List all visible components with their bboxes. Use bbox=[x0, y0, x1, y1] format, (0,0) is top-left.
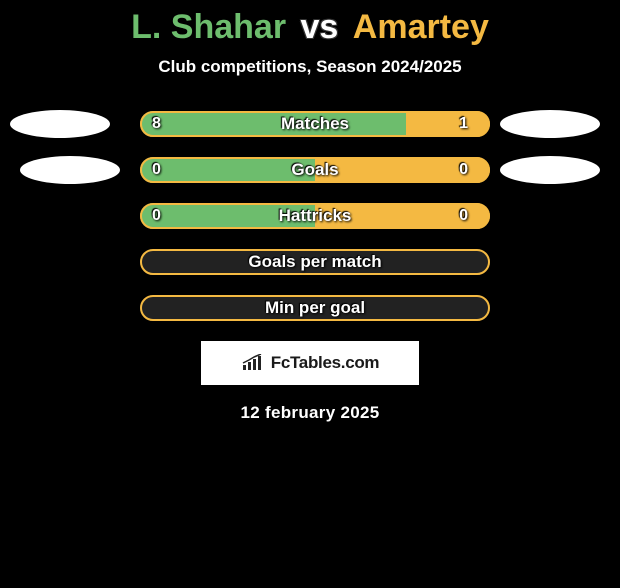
vs-text: vs bbox=[301, 8, 339, 47]
stat-row-hattricks: Hattricks0 0 bbox=[0, 203, 620, 229]
stat-row-goals: Goals0 0 bbox=[0, 157, 620, 183]
stat-label: Goals per match bbox=[140, 249, 490, 275]
stat-row-min-per-goal: Min per goal bbox=[0, 295, 620, 321]
stat-rows: Matches81Goals00Hattricks00Goals per mat… bbox=[0, 111, 620, 321]
stat-row-matches: Matches8 1 bbox=[0, 111, 620, 137]
stat-label: Goals bbox=[140, 157, 490, 183]
fctables-logo: FcTables.com bbox=[201, 341, 419, 385]
stat-label: Matches bbox=[140, 111, 490, 137]
stat-value-player2: 0 bbox=[459, 203, 468, 229]
player2-marker-ellipse bbox=[500, 110, 600, 138]
stat-label: Hattricks bbox=[140, 203, 490, 229]
date-label: 12 february 2025 bbox=[0, 403, 620, 423]
player1-marker-ellipse bbox=[10, 110, 110, 138]
stat-value-player2: 1 bbox=[459, 111, 468, 137]
stat-value-player2: 0 bbox=[459, 157, 468, 183]
stat-value-player1: 0 bbox=[152, 157, 161, 183]
player1-marker-ellipse bbox=[20, 156, 120, 184]
logo-text: FcTables.com bbox=[271, 353, 380, 373]
stat-label: Min per goal bbox=[140, 295, 490, 321]
comparison-title: L. Shahar vs Amartey bbox=[0, 8, 620, 47]
stat-value-player1: 8 bbox=[152, 111, 161, 137]
player1-name: L. Shahar bbox=[131, 8, 286, 47]
player2-marker-ellipse bbox=[500, 156, 600, 184]
player2-name: Amartey bbox=[353, 8, 489, 47]
chart-icon bbox=[241, 354, 265, 372]
subtitle: Club competitions, Season 2024/2025 bbox=[0, 57, 620, 77]
stat-row-goals-per-match: Goals per match bbox=[0, 249, 620, 275]
stat-value-player1: 0 bbox=[152, 203, 161, 229]
